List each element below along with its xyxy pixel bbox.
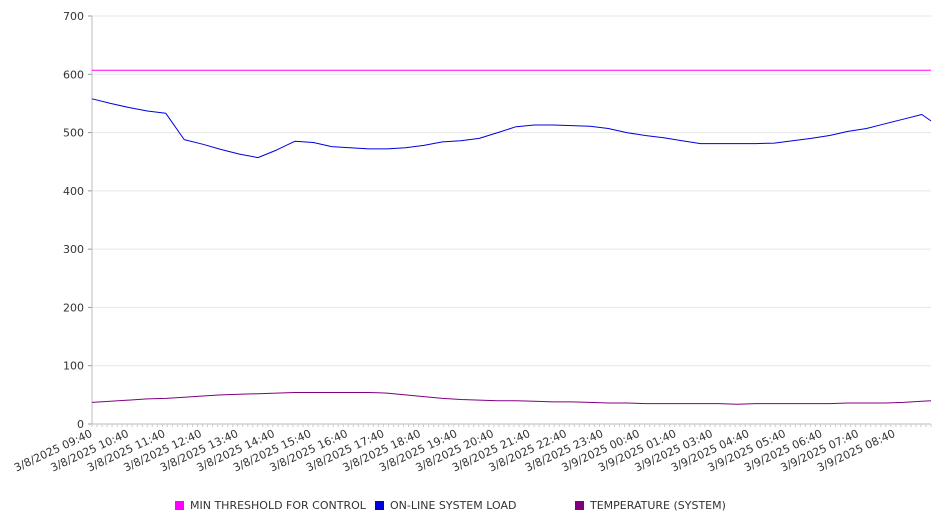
legend-label-min-threshold: MIN THRESHOLD FOR CONTROL <box>190 499 366 512</box>
legend-swatch-temperature <box>575 501 584 510</box>
y-tick-label-300: 300 <box>63 243 84 256</box>
legend-label-system-load: ON-LINE SYSTEM LOAD <box>390 499 517 512</box>
legend-item-temperature: TEMPERATURE (SYSTEM) <box>575 499 726 512</box>
series-lines <box>91 69 932 405</box>
legend-swatch-system-load <box>375 501 384 510</box>
y-tick-label-400: 400 <box>63 185 84 198</box>
legend-label-temperature: TEMPERATURE (SYSTEM) <box>590 499 726 512</box>
legend-item-system-load: ON-LINE SYSTEM LOAD <box>375 499 516 512</box>
y-tick-label-100: 100 <box>63 360 84 373</box>
gridlines <box>92 15 931 425</box>
y-axis: 0 100 200 300 400 500 600 700 <box>63 10 93 431</box>
series-line-1 <box>91 98 932 159</box>
series-line-2 <box>91 392 932 405</box>
legend: MIN THRESHOLD FOR CONTROL ON-LINE SYSTEM… <box>0 499 946 515</box>
y-tick-label-0: 0 <box>77 418 84 431</box>
y-tick-label-700: 700 <box>63 10 84 23</box>
y-tick-label-500: 500 <box>63 127 84 140</box>
line-chart: 0 100 200 300 400 500 600 700 3/8/2025 09:403/8… <box>12 10 932 474</box>
x-axis: 3/8/2025 09:403/8/2025 10:403/8/2025 11:… <box>12 423 932 474</box>
legend-swatch-min-threshold <box>175 501 184 510</box>
y-tick-label-200: 200 <box>63 301 84 314</box>
y-tick-label-600: 600 <box>63 68 84 81</box>
legend-item-min-threshold: MIN THRESHOLD FOR CONTROL <box>175 499 366 512</box>
